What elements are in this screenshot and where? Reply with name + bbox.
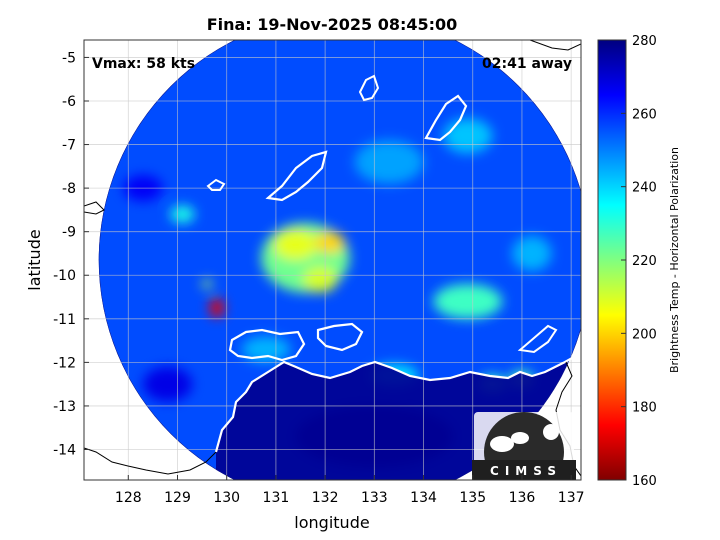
colorbar-tick-label: 260 <box>632 107 657 122</box>
convection-cell <box>302 266 338 293</box>
cimss-logo-band <box>472 460 576 480</box>
coastline-tiwi-islands <box>228 328 306 362</box>
y-tick-label: -7 <box>62 138 76 154</box>
convection-cell <box>170 205 195 223</box>
x-tick-label: 136 <box>509 490 536 506</box>
convection-cell <box>443 118 493 154</box>
y-tick-label: -6 <box>62 94 76 110</box>
cimss-logo-tower-icon <box>543 424 559 440</box>
coastline-australia <box>214 356 581 453</box>
convection-cell <box>202 279 212 289</box>
colorbar-tick-label: 180 <box>632 401 657 416</box>
colorbar-tick-label: 240 <box>632 181 657 196</box>
time-away-annotation: 02:41 away <box>482 56 572 72</box>
cimss-logo-text: CIMSS <box>490 464 562 478</box>
plot-frame <box>83 39 582 481</box>
y-tick-label: -12 <box>53 355 76 371</box>
vmax-annotation: Vmax: 58 kts <box>92 56 195 72</box>
x-tick-label: 133 <box>361 490 388 506</box>
grid <box>84 40 581 480</box>
x-tick-label: 132 <box>312 490 339 506</box>
coastline-cobourg <box>316 322 364 352</box>
x-tick-label: 135 <box>459 490 486 506</box>
y-tick-label: -5 <box>62 50 76 66</box>
y-tick-label: -13 <box>53 399 76 415</box>
y-tick-label: -11 <box>53 312 76 328</box>
convection-cell <box>433 283 503 319</box>
y-axis-label: latitude <box>25 229 44 290</box>
convection-cell <box>354 140 424 184</box>
x-ticks: 128 129 130 131 132 133 134 135 136 137 <box>115 475 585 506</box>
colorbar-ticks: 280 260 240 220 200 180 160 <box>621 34 657 489</box>
coastline-east-islands <box>517 324 558 354</box>
colorbar-tick-label: 280 <box>632 34 657 49</box>
coastline-wetar <box>206 178 226 191</box>
brightness-temp-swath <box>98 40 581 480</box>
convection-cell <box>512 236 552 271</box>
coastline-kai <box>358 74 380 102</box>
convection-cell <box>315 231 345 254</box>
cimss-logo-dish2-icon <box>511 432 529 444</box>
colorbar-label: Brightness Temp - Horizontal Polarizatio… <box>668 147 681 373</box>
coastline-timor <box>265 150 328 202</box>
y-tick-label: -8 <box>62 181 76 197</box>
colorbar-tick-label: 200 <box>632 327 657 342</box>
colorbar-tick-label: 160 <box>632 474 657 489</box>
convection-cell <box>209 298 225 318</box>
x-tick-label: 134 <box>410 490 437 506</box>
x-tick-label: 130 <box>213 490 240 506</box>
coastlines <box>206 74 581 453</box>
y-tick-label: -14 <box>53 443 76 459</box>
x-tick-label: 131 <box>263 490 290 506</box>
y-ticks: -5 -6 -7 -8 -9 -10 -11 -12 -13 -14 <box>53 50 89 459</box>
x-tick-label: 129 <box>164 490 191 506</box>
y-tick-label: -9 <box>62 225 76 241</box>
x-tick-label: 128 <box>115 490 142 506</box>
cimss-logo-dish-icon <box>490 436 514 452</box>
y-tick-label: -10 <box>53 268 76 284</box>
colorbar-tick-label: 220 <box>632 254 657 269</box>
convection-cell <box>241 336 291 363</box>
x-axis-label: longitude <box>294 513 369 532</box>
coastline-tanimbar <box>424 94 468 142</box>
convection-cell <box>273 229 318 260</box>
convection-cell <box>143 366 193 402</box>
x-tick-label: 137 <box>558 490 585 506</box>
chart-title: Fina: 19-Nov-2025 08:45:00 <box>207 15 458 34</box>
